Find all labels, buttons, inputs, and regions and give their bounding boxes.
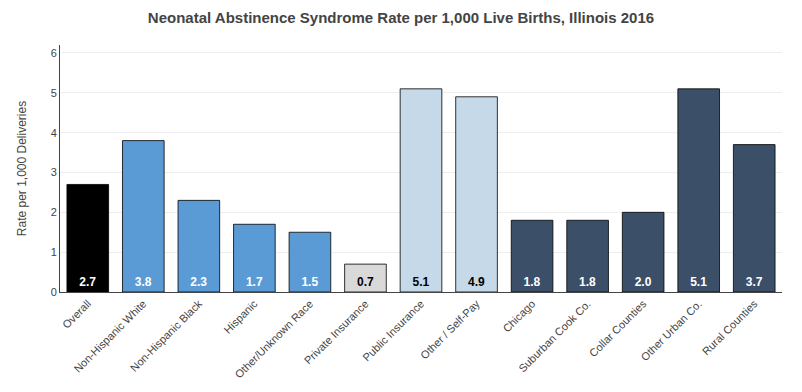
svg-text:5.1: 5.1 (412, 275, 429, 289)
svg-text:4.9: 4.9 (468, 275, 485, 289)
svg-text:Other / Self-Pay: Other / Self-Pay (418, 297, 482, 361)
svg-text:Overall: Overall (60, 298, 93, 331)
svg-text:Non-Hispanic White: Non-Hispanic White (71, 298, 148, 375)
svg-text:Public Insurance: Public Insurance (360, 298, 426, 364)
svg-text:Neonatal Abstinence Syndrome R: Neonatal Abstinence Syndrome Rate per 1,… (148, 9, 654, 26)
svg-text:4: 4 (51, 126, 57, 138)
svg-text:Other/Unknown Race: Other/Unknown Race (232, 298, 315, 381)
svg-text:0: 0 (51, 286, 57, 298)
svg-text:2.0: 2.0 (635, 275, 652, 289)
svg-text:Collar Counties: Collar Counties (587, 297, 649, 359)
svg-text:1.7: 1.7 (246, 275, 263, 289)
svg-text:1.8: 1.8 (524, 275, 541, 289)
svg-text:1: 1 (51, 246, 57, 258)
svg-text:Rural Counties: Rural Counties (700, 297, 760, 357)
svg-text:2: 2 (51, 206, 57, 218)
svg-text:2.7: 2.7 (79, 275, 96, 289)
svg-text:6: 6 (51, 47, 57, 59)
svg-text:3.7: 3.7 (746, 275, 763, 289)
svg-text:1.8: 1.8 (579, 275, 596, 289)
svg-text:5.1: 5.1 (690, 275, 707, 289)
svg-text:Suburban Cook Co.: Suburban Cook Co. (516, 298, 593, 375)
svg-text:3: 3 (51, 166, 57, 178)
svg-text:Private Insurance: Private Insurance (302, 298, 371, 367)
svg-text:1.5: 1.5 (301, 275, 318, 289)
svg-text:Rate per 1,000 Deliveries: Rate per 1,000 Deliveries (15, 101, 29, 236)
svg-text:Chicago: Chicago (500, 298, 537, 335)
svg-text:0.7: 0.7 (357, 275, 374, 289)
svg-text:Hispanic: Hispanic (221, 297, 260, 336)
svg-text:3.8: 3.8 (135, 275, 152, 289)
svg-text:2.3: 2.3 (190, 275, 207, 289)
svg-text:Other Urban Co.: Other Urban Co. (638, 298, 704, 364)
svg-text:5: 5 (51, 87, 57, 99)
svg-text:Non-Hispanic Black: Non-Hispanic Black (128, 297, 205, 374)
